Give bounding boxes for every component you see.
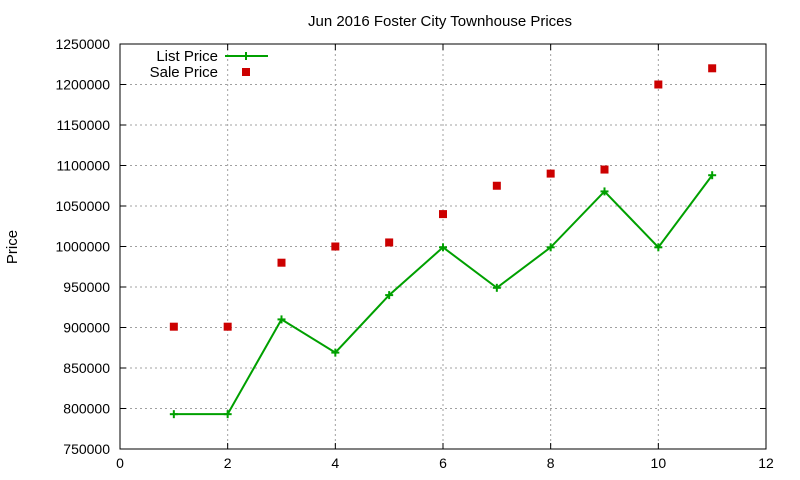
sale-price-point bbox=[546, 169, 555, 178]
x-tick-label: 10 bbox=[651, 455, 667, 471]
sale-price-point bbox=[708, 64, 717, 73]
list-price-point bbox=[169, 410, 178, 419]
data-series bbox=[169, 64, 717, 419]
list-price-point bbox=[439, 243, 447, 252]
x-tick-label: 6 bbox=[439, 455, 447, 471]
sale-price-point bbox=[439, 210, 447, 219]
y-tick-label: 1100000 bbox=[57, 158, 111, 174]
y-tick-label: 750000 bbox=[63, 441, 110, 457]
sale-price-series bbox=[169, 64, 717, 331]
sale-price-point bbox=[277, 258, 286, 267]
sale-price-point bbox=[331, 242, 340, 251]
y-axis-label: Price bbox=[4, 230, 21, 264]
list-price-point bbox=[223, 410, 232, 419]
y-tick-label: 1000000 bbox=[55, 239, 110, 255]
sale-price-point bbox=[385, 238, 394, 247]
list-price-legend-marker bbox=[242, 52, 250, 60]
y-tick-label: 850000 bbox=[63, 360, 110, 376]
sale-price-legend-label: Sale Price bbox=[150, 64, 218, 81]
y-tick-label: 950000 bbox=[63, 279, 110, 295]
list-price-point bbox=[492, 283, 501, 292]
list-price-point bbox=[546, 243, 555, 252]
list-price-point bbox=[708, 171, 717, 180]
list-price-point bbox=[277, 315, 286, 324]
y-tick-label: 800000 bbox=[63, 401, 110, 417]
y-tick-label: 1150000 bbox=[57, 117, 111, 133]
x-tick-label: 0 bbox=[116, 455, 124, 471]
sale-price-point bbox=[654, 80, 663, 89]
list-price-point bbox=[331, 348, 340, 357]
list-price-legend-label: List Price bbox=[156, 48, 218, 65]
y-tick-label: 1050000 bbox=[55, 198, 110, 214]
list-price-point bbox=[600, 187, 609, 196]
sale-price-point bbox=[169, 322, 178, 331]
x-tick-label: 4 bbox=[331, 455, 339, 471]
axes: 0 2 4 6 8 10 12 750000 800000 850000 900000 950000 1… bbox=[55, 36, 774, 471]
sale-price-point bbox=[223, 322, 232, 331]
sale-price-point bbox=[492, 181, 501, 190]
y-tick-label: 1200000 bbox=[55, 77, 110, 93]
x-tick-label: 12 bbox=[758, 455, 774, 471]
x-tick-label: 2 bbox=[224, 455, 232, 471]
y-tick-label: 1250000 bbox=[55, 36, 110, 52]
list-price-point bbox=[654, 243, 663, 252]
chart-title: Jun 2016 Foster City Townhouse Prices bbox=[308, 13, 572, 30]
list-price-series bbox=[169, 171, 717, 419]
list-price-point bbox=[385, 291, 394, 300]
x-tick-label: 8 bbox=[547, 455, 555, 471]
sale-price-legend-marker bbox=[242, 68, 250, 76]
y-tick-label: 900000 bbox=[63, 320, 110, 336]
sale-price-point bbox=[600, 165, 609, 174]
